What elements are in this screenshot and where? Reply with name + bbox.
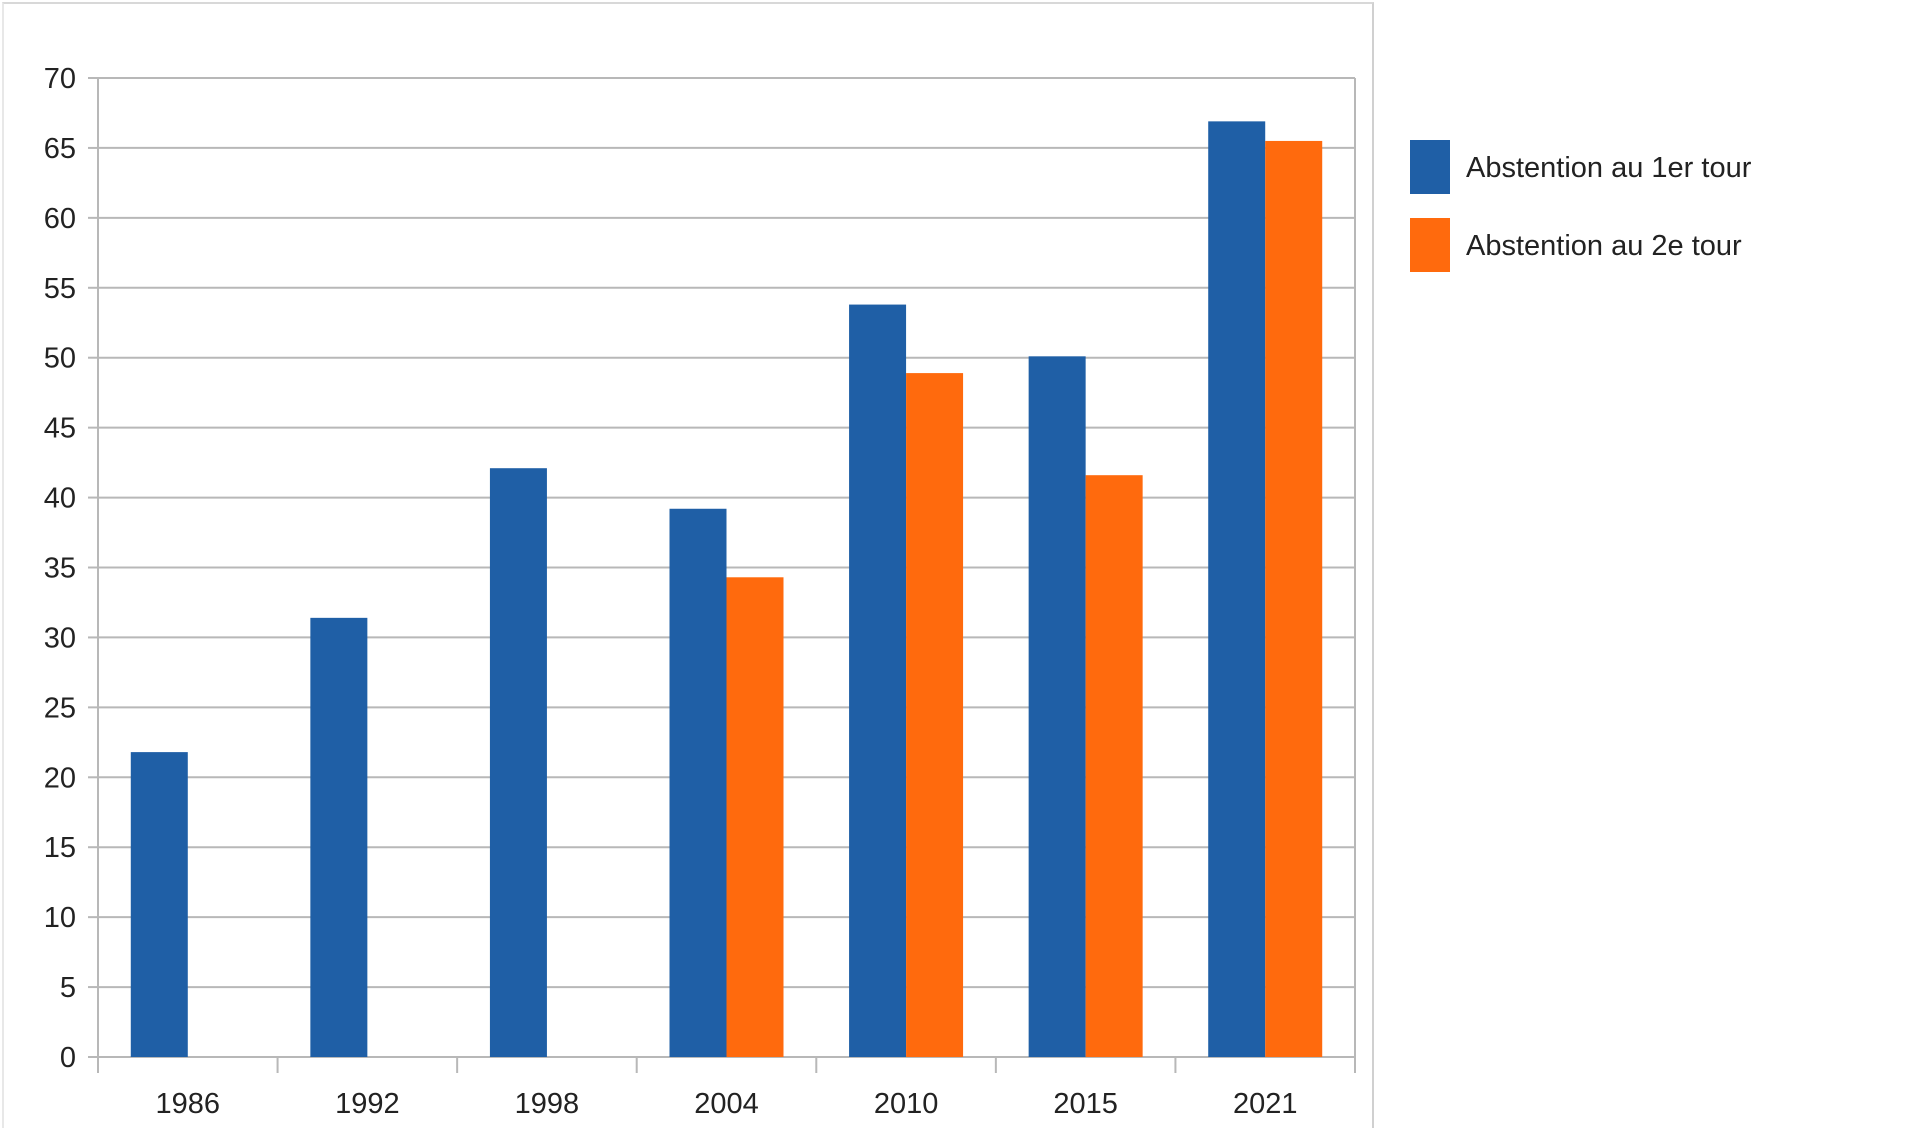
bar-round1-2004	[669, 508, 727, 1057]
legend-label: Abstention au 1er tour	[1466, 152, 1752, 184]
y-tick-label: 15	[44, 832, 76, 864]
bar-round1-1992	[310, 617, 368, 1057]
y-tick-label: 55	[44, 273, 76, 305]
y-tick-label: 25	[44, 692, 76, 724]
bar-round1-2010	[849, 304, 907, 1057]
x-tick-label: 2010	[874, 1088, 939, 1120]
legend-label: Abstention au 2e tour	[1466, 230, 1742, 262]
x-tick-label: 2015	[1053, 1088, 1118, 1120]
y-tick-label: 70	[44, 63, 76, 95]
x-tick-label: 1986	[156, 1088, 221, 1120]
chart-frame	[2, 2, 1374, 1128]
x-tick-label: 1992	[335, 1088, 400, 1120]
y-tick-label: 40	[44, 483, 76, 515]
y-tick-labels: 0 5 10 15 20 25 30 35 40 45 50 55 60 65 70	[44, 63, 76, 1074]
legend-swatch	[1410, 140, 1450, 194]
bar-round2-2010	[906, 373, 964, 1057]
x-tick-label: 1998	[515, 1088, 580, 1120]
legend-swatch	[1410, 218, 1450, 272]
x-tick-labels: 1986 1992 1998 2004 2010 2015 2021	[156, 1088, 1298, 1120]
bar-round2-2021	[1265, 140, 1323, 1057]
y-tick-label: 20	[44, 762, 76, 794]
bars	[130, 121, 1323, 1058]
y-tick-label: 60	[44, 203, 76, 235]
bar-round1-2021	[1208, 121, 1266, 1057]
x-tick-label: 2021	[1233, 1088, 1298, 1120]
y-tick-label: 30	[44, 622, 76, 654]
bar-round1-1986	[130, 752, 188, 1057]
y-tick-label: 10	[44, 902, 76, 934]
bar-round1-1998	[489, 468, 547, 1057]
y-tick-label: 65	[44, 133, 76, 165]
y-tick-label: 45	[44, 413, 76, 445]
bar-round2-2004	[726, 577, 784, 1057]
y-tick-label: 5	[60, 972, 76, 1004]
x-tick-label: 2004	[694, 1088, 759, 1120]
y-tick-label: 50	[44, 343, 76, 375]
bar-round2-2015	[1085, 475, 1143, 1057]
y-tick-label: 0	[60, 1042, 76, 1074]
legend: Abstention au 1er tour Abstention au 2e t…	[1410, 140, 1752, 272]
y-tick-label: 35	[44, 553, 76, 585]
bar-round1-2015	[1028, 356, 1086, 1058]
